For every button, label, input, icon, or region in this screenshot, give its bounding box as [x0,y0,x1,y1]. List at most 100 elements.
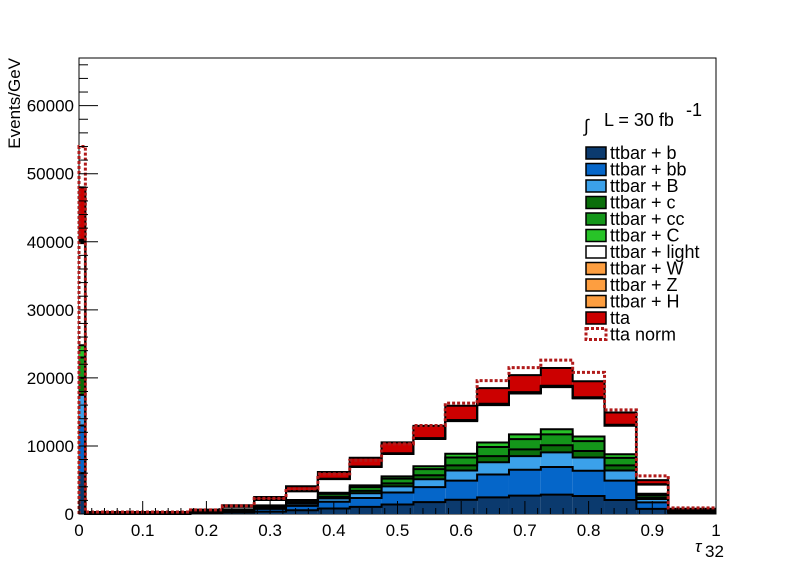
bar [477,442,509,447]
bar [604,465,637,471]
bar [445,457,478,466]
x-tick-label: 0.3 [258,521,282,540]
bar [540,467,573,495]
bar [508,375,541,393]
legend-label: ttbar + cc [610,209,685,229]
legend-label: ttbar + bb [610,160,687,180]
bar [636,480,669,485]
y-tick-label: 10000 [27,437,74,456]
bar [572,451,605,458]
x-axis-title: τ [695,537,703,556]
bar [540,434,573,446]
legend-label: ttbar + c [610,193,676,213]
legend-swatch [585,294,607,309]
bar [477,462,509,475]
x-tick-label: 0.8 [577,521,601,540]
bar [604,480,637,501]
bar [636,499,669,503]
legend-entry: ttbar + bb [585,160,687,180]
bar [222,506,255,510]
bar [349,467,382,486]
legend-label: ttbar + C [610,226,680,246]
legend-entry: ttbar + light [585,242,700,262]
bar [508,434,541,440]
x-tick-label: 0.7 [513,521,537,540]
x-tick-label: 1 [711,521,720,540]
bar [572,470,605,496]
overlay-layer [77,144,716,514]
legend-entry: ttbar + B [585,176,679,196]
x-tick-label: 0.2 [195,521,219,540]
bar [317,493,350,497]
bar [286,503,318,506]
bar [381,478,414,484]
bar [540,368,573,386]
bar [381,483,414,487]
bar [381,492,414,505]
legend-label: ttbar + light [610,242,700,262]
y-tick-label: 30000 [27,301,74,320]
bar [349,493,382,499]
legend-entry: tta norm [584,325,676,345]
bar [349,490,382,494]
bar [445,480,478,500]
legend-entry: ttbar + cc [585,209,685,229]
bar [477,388,509,404]
x-tick-label: 0 [74,521,83,540]
bar [79,377,86,395]
legend-entry: ttbar + Z [585,275,678,295]
bar [349,457,382,467]
bar [349,498,382,507]
bar [445,470,478,481]
bar [79,345,86,358]
legend-label: tta norm [610,325,676,345]
legend-entry: ttbar + C [585,226,680,246]
y-tick-label: 20000 [27,369,74,388]
legend-swatch [585,245,607,259]
y-tick-label: 0 [65,505,74,524]
legend-label: ttbar + b [610,143,677,163]
integral-symbol: ∫ [582,116,590,136]
bar [79,357,86,378]
bar [381,453,414,477]
bar [286,510,318,514]
bar [445,453,478,458]
legend-swatch [585,212,607,226]
legend-swatch [585,195,607,210]
bar [477,456,509,463]
luminosity-text: L = 30 fb [604,110,674,130]
legend-swatch [585,228,607,243]
bar [286,505,318,511]
bar [540,445,573,453]
bar [79,473,86,514]
bar [508,393,541,435]
x-tick-label: 0.9 [640,521,664,540]
bar [317,498,350,502]
legend-swatch [585,162,607,177]
x-axis-title-subscript: 32 [705,542,724,561]
bar [604,454,637,458]
legend-swatch [585,261,607,276]
axes-layer: 0 0.1 0.2 0.3 0.4 0.5 0.6 0.7 0.8 0.9 1 0 10000 20000… [27,64,721,540]
bar [572,398,605,437]
legend-entry: ttbar + H [585,292,680,312]
legend-entry: tta [585,308,631,328]
legend-label: ttbar + W [610,259,684,279]
y-tick-label: 40000 [27,233,74,252]
bar [508,439,541,450]
bar [413,438,446,467]
bar [572,457,605,471]
series-tta-norm [77,144,716,514]
legend-label: ttbar + H [610,292,680,312]
legend-swatch [584,327,608,341]
bar [604,500,637,514]
bar [508,469,541,496]
bar [79,425,86,474]
bar [508,456,541,470]
bar [79,187,86,240]
legend-swatch [585,146,607,160]
bar [572,436,605,442]
bar [381,476,414,479]
